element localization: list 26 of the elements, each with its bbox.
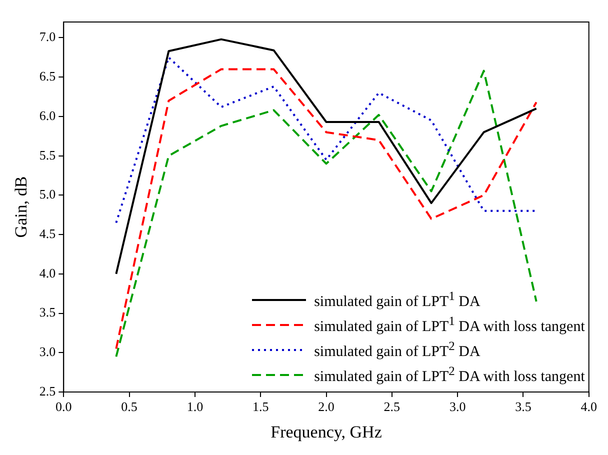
x-tick-label: 0.0 [56, 399, 72, 414]
y-tick-label: 5.0 [39, 186, 56, 202]
x-tick-label: 1.0 [186, 399, 204, 414]
x-axis-title: Frequency, GHz [270, 422, 382, 442]
legend-label: simulated gain of LPT$^{1}$ DA with loss tangent [314, 314, 585, 336]
x-tick-label: 2.5 [384, 399, 400, 414]
y-tick-label: 7.0 [39, 29, 56, 44]
x-tick-label: 3.0 [449, 399, 466, 414]
legend-label: simulated gain of LPT$^{1}$ DA [314, 289, 480, 311]
line-series [115, 56, 538, 224]
y-tick-label: 3.5 [39, 304, 56, 320]
y-tick-label: 4.5 [39, 226, 56, 241]
y-tick-label: 4.0 [39, 265, 56, 280]
y-tick-label: 6.5 [39, 68, 56, 84]
legend-label: simulated gain of LPT$^{2}$ DA [314, 339, 480, 361]
y-tick-label: 3.0 [39, 344, 56, 360]
y-tick-label: 6.0 [39, 108, 56, 123]
y-tick-label: 2.5 [39, 383, 56, 398]
y-tick-label: 5.5 [39, 147, 56, 162]
x-tick-label: 2.0 [318, 399, 334, 414]
x-tick-label: 3.5 [515, 399, 532, 414]
y-axis-title: Gain, dB [12, 176, 31, 238]
legend-label: simulated gain of LPT$^{2}$ DA with loss tangent [314, 364, 585, 386]
x-tick-label: 1.5 [252, 399, 269, 414]
x-tick-label: 4.0 [580, 399, 597, 414]
x-tick-label: 0.5 [121, 399, 138, 414]
